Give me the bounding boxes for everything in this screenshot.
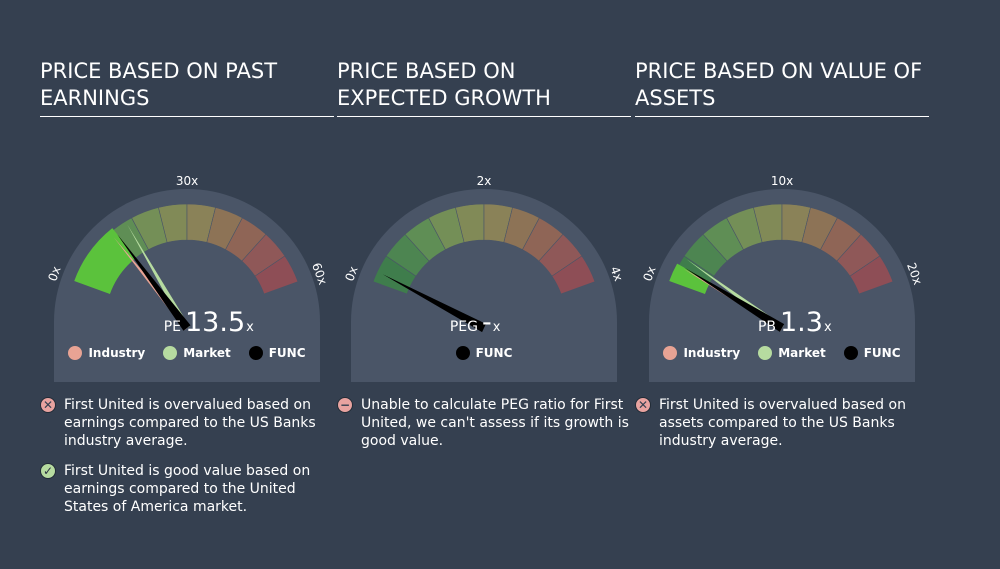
legend-industry: Industry — [663, 346, 740, 360]
gauge-band-segment — [254, 255, 299, 295]
industry-dot-icon — [663, 346, 678, 360]
legend-market: Market — [758, 346, 826, 360]
metric-value: 13.5 — [185, 307, 245, 338]
tick-label: 30x — [176, 174, 198, 188]
company-needle — [382, 274, 486, 333]
tick-label: 2x — [477, 174, 492, 188]
company-needle — [117, 234, 191, 331]
metric-unit: x — [824, 320, 832, 335]
note-text: First United is overvalued based on earn… — [64, 397, 316, 449]
gauge-band-segment — [849, 255, 894, 295]
metric-label: PB — [758, 319, 776, 335]
check-icon: ✓ — [40, 463, 56, 479]
cross-icon: ✕ — [40, 397, 56, 413]
section-title: PRICE BASED ON EXPECTED GROWTH — [337, 58, 631, 117]
legend: FUNC — [337, 346, 631, 360]
notes-list: ✕ First United is overvalued based on as… — [635, 396, 929, 462]
notes-list: − Unable to calculate PEG ratio for Firs… — [337, 396, 631, 462]
company-needle — [684, 267, 785, 332]
legend-label: FUNC — [475, 346, 513, 360]
note-text: First United is good value based on earn… — [64, 463, 311, 515]
section-title: PRICE BASED ON PAST EARNINGS — [40, 58, 334, 117]
legend-label: Industry — [683, 346, 741, 360]
gauge-highlight — [669, 263, 711, 294]
market-dot-icon — [163, 346, 178, 360]
note-text: First United is overvalued based on asse… — [659, 397, 906, 449]
legend-company: FUNC — [843, 346, 901, 360]
legend-label: Market — [183, 346, 231, 360]
market-needle — [127, 224, 190, 330]
tick-label: 10x — [771, 174, 793, 188]
legend-market: Market — [163, 346, 231, 360]
legend-label: Market — [778, 346, 826, 360]
company-dot-icon — [248, 346, 263, 360]
legend: Industry Market FUNC — [40, 346, 334, 360]
industry-dot-icon — [68, 346, 83, 360]
note-item: ✓ First United is good value based on ea… — [40, 462, 334, 516]
gauge-peg: 0x 2x 4x PEG - x — [342, 174, 626, 382]
section-peg: PRICE BASED ON EXPECTED GROWTH 0x 2x 4x PEG… — [337, 58, 631, 558]
legend: Industry Market FUNC — [635, 346, 929, 360]
company-dot-icon — [455, 346, 470, 360]
gauge-highlight — [74, 228, 136, 294]
legend-label: FUNC — [268, 346, 306, 360]
market-dot-icon — [758, 346, 773, 360]
note-item: ✕ First United is overvalued based on ea… — [40, 396, 334, 450]
tick-label: 0x — [45, 264, 63, 283]
metric-unit: x — [493, 320, 501, 335]
legend-label: Industry — [88, 346, 146, 360]
metric-value: - — [482, 307, 492, 338]
legend-industry: Industry — [68, 346, 145, 360]
metric-value: 1.3 — [780, 307, 823, 338]
tick-label: 4x — [607, 264, 625, 283]
note-item: ✕ First United is overvalued based on as… — [635, 396, 929, 450]
legend-company: FUNC — [248, 346, 306, 360]
cross-icon: ✕ — [635, 397, 651, 413]
tick-label: 0x — [640, 264, 658, 283]
legend-label: FUNC — [863, 346, 901, 360]
tick-label: 0x — [342, 264, 360, 283]
company-dot-icon — [843, 346, 858, 360]
metric-label: PEG — [450, 319, 478, 335]
section-pb: PRICE BASED ON VALUE OF ASSETS 0x 10x 20x P… — [635, 58, 929, 558]
section-title: PRICE BASED ON VALUE OF ASSETS — [635, 58, 929, 117]
note-text: Unable to calculate PEG ratio for First … — [361, 397, 629, 449]
note-item: − Unable to calculate PEG ratio for Firs… — [337, 396, 631, 450]
section-pe: PRICE BASED ON PAST EARNINGS 0x 30x 60x PE 1… — [40, 58, 334, 558]
minus-icon: − — [337, 397, 353, 413]
gauge-band-segment — [551, 255, 596, 295]
notes-list: ✕ First United is overvalued based on ea… — [40, 396, 334, 528]
metric-label: PE — [164, 319, 181, 335]
metric-unit: x — [246, 320, 254, 335]
legend-company: FUNC — [455, 346, 513, 360]
